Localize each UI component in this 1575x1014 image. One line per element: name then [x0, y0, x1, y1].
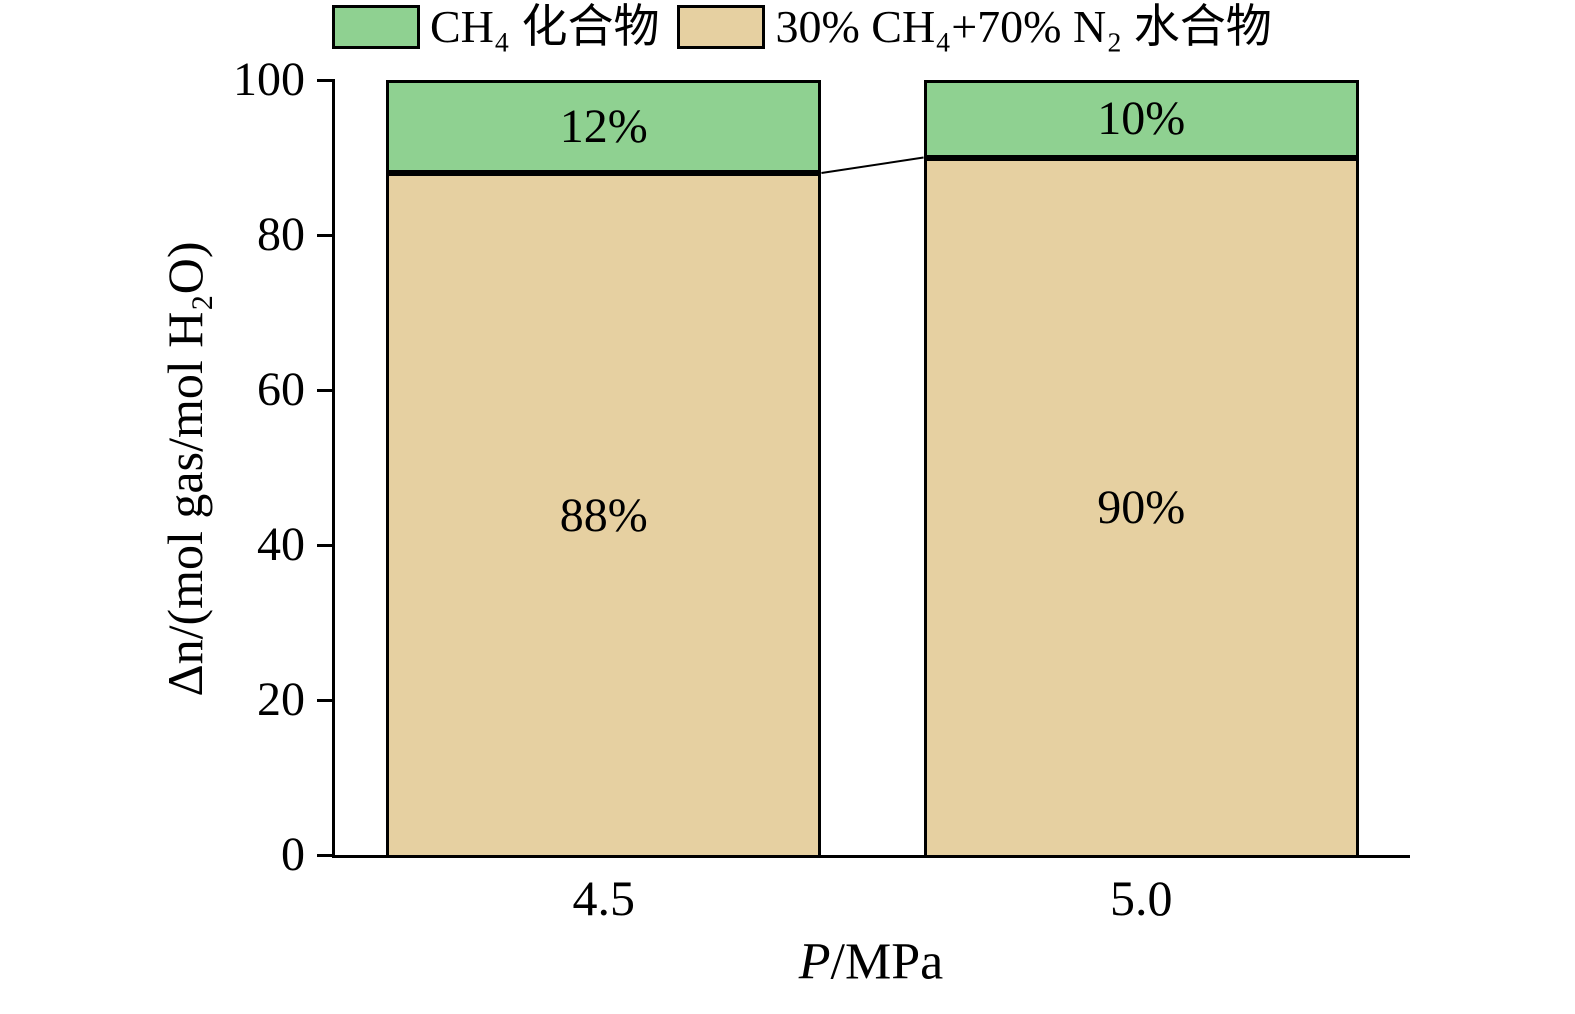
y-tick-label: 80 — [257, 208, 305, 261]
bar-segment: 90% — [923, 157, 1359, 855]
y-axis-tick — [317, 853, 335, 857]
bar-segment-label: 10% — [1097, 91, 1186, 145]
plot-area: 0 20 40 60 80 100 88% 12% 90% 10% 4.5 5.0 — [233, 56, 1410, 923]
x-tick-label: 5.0 — [1110, 870, 1173, 926]
legend-swatch-green — [332, 5, 420, 50]
bar-segment: 88% — [386, 173, 822, 855]
y-axis-label: Δn/(mol gas/mol H₂O) — [157, 241, 213, 697]
stacked-bar-5.0: 90% 10% — [923, 80, 1359, 855]
y-axis-tick — [317, 388, 335, 392]
y-tick-label: 20 — [257, 673, 305, 726]
bar-segment: 10% — [923, 80, 1359, 158]
legend-item-ch4: CH₄ 化合物 — [332, 1, 660, 53]
bar-segment: 12% — [386, 80, 822, 173]
legend-label-mix: 30% CH₄+70% N₂ 水合物 — [775, 1, 1272, 52]
bar-segment-label: 90% — [1097, 480, 1186, 534]
y-tick-label: 60 — [257, 363, 305, 416]
y-tick-label: 100 — [233, 53, 305, 106]
y-tick-label: 0 — [281, 828, 305, 881]
y-axis-tick — [317, 543, 335, 547]
legend: CH₄ 化合物 30% CH₄+70% N₂ 水合物 — [332, 1, 1272, 53]
x-tick-label: 4.5 — [572, 870, 636, 926]
y-axis-tick — [317, 78, 335, 82]
y-tick-label: 40 — [257, 518, 305, 571]
y-axis-tick — [317, 233, 335, 237]
x-axis-label-symbol: P — [798, 933, 831, 991]
x-axis-label-unit: /MPa — [830, 933, 944, 991]
bar-segment-label: 88% — [559, 488, 648, 542]
y-axis-tick — [317, 698, 335, 702]
legend-item-mix: 30% CH₄+70% N₂ 水合物 — [677, 1, 1272, 53]
legend-swatch-tan — [677, 5, 766, 50]
bar-segment-label: 12% — [559, 99, 648, 153]
x-axis-label: P/MPa — [799, 933, 943, 992]
stacked-bar-4.5: 88% 12% — [386, 80, 822, 855]
legend-label-ch4: CH₄ 化合物 — [430, 1, 660, 52]
